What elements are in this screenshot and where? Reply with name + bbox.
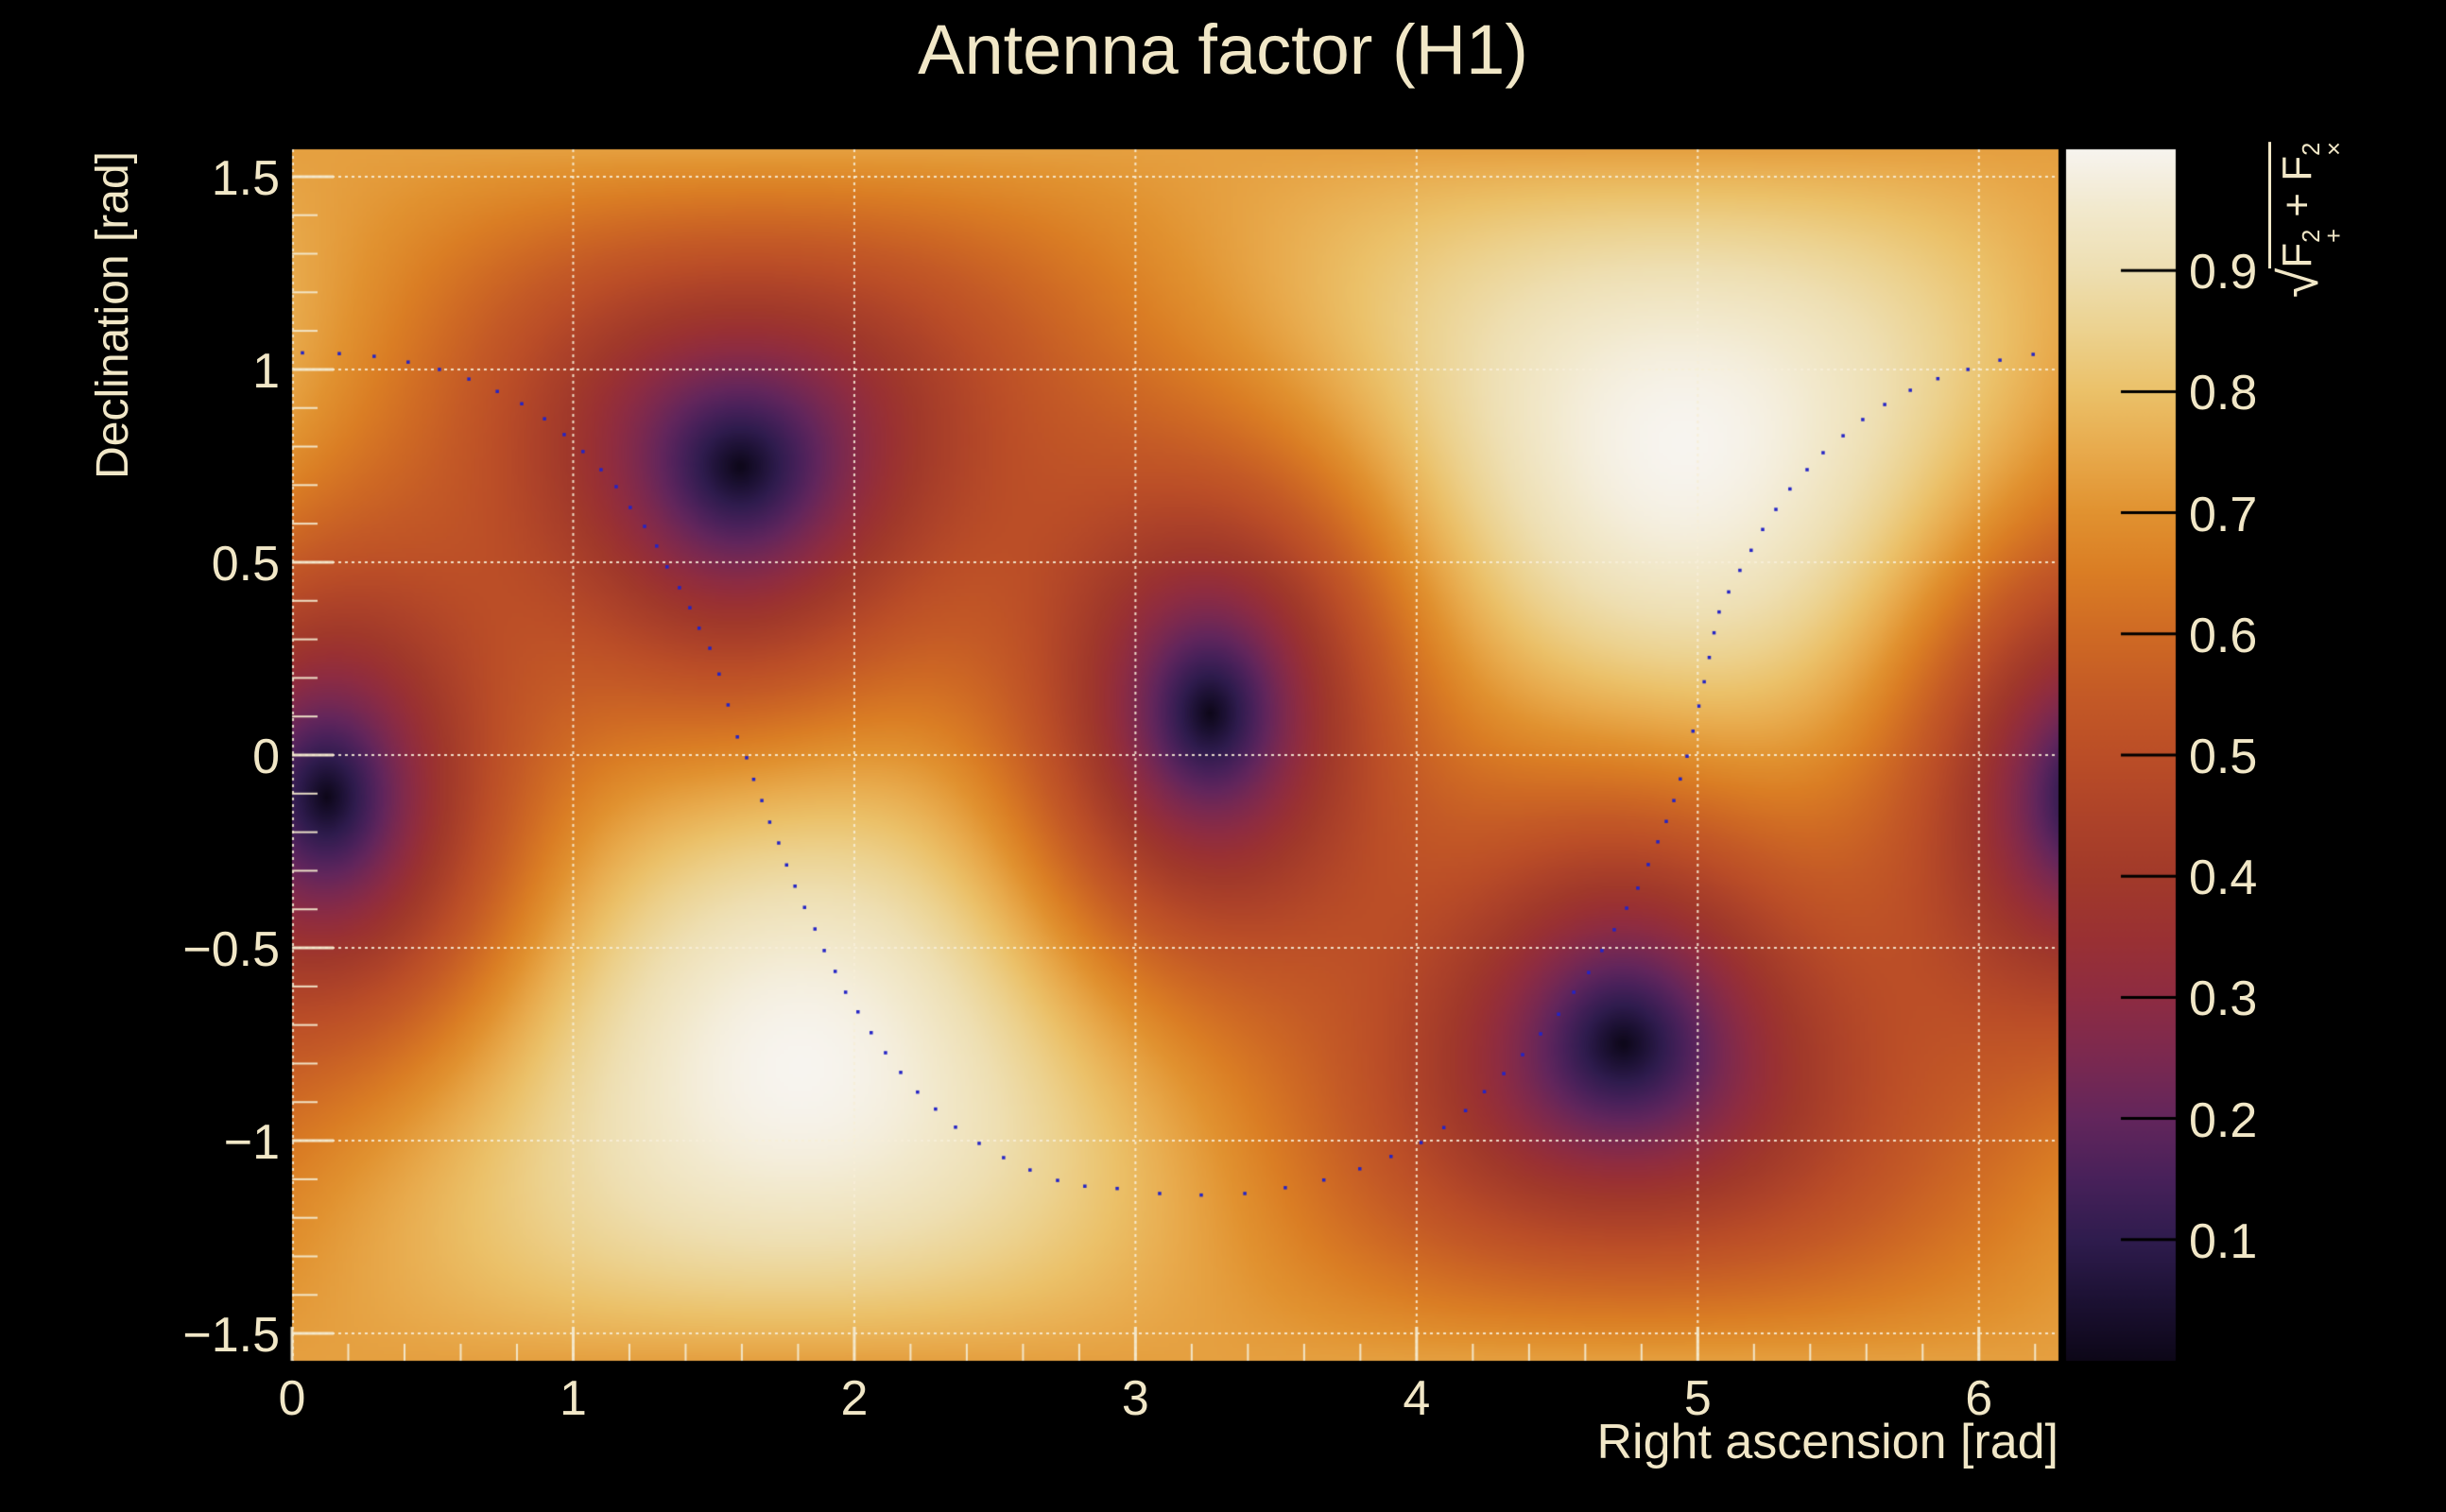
plus-op: + [2274, 180, 2321, 229]
x-tick-label: 3 [1121, 1371, 1149, 1426]
y-tick-label: −1 [223, 1115, 280, 1171]
y-tick-label: 0.5 [211, 536, 280, 592]
colorbar-tick-label: 0.5 [2189, 730, 2258, 784]
colorbar-tick-label: 0.2 [2189, 1092, 2258, 1148]
colorbar-tick-label: 0.1 [2189, 1213, 2258, 1269]
colorbar-tick-label: 0.4 [2189, 850, 2258, 906]
x-tick-label: 1 [559, 1371, 587, 1426]
fplus-sub: + [2320, 228, 2348, 243]
y-tick-label: 1.5 [211, 150, 280, 206]
fcross-base: F [2274, 155, 2321, 181]
y-tick-label: 1 [252, 343, 280, 399]
x-tick-label: 0 [278, 1371, 306, 1426]
colorbar-tick-label: 0.9 [2189, 245, 2258, 301]
x-tick-label: 4 [1403, 1371, 1431, 1426]
colorbar-tick-label: 0.3 [2189, 971, 2258, 1027]
page-title: Antenna factor (H1) [918, 10, 1528, 89]
x-tick-label: 2 [840, 1371, 869, 1426]
colorbar-tick-label: 0.6 [2189, 608, 2258, 663]
x-tick-label: 6 [1965, 1371, 1993, 1426]
colorbar-tick-label: 0.8 [2189, 366, 2258, 421]
x-tick-label: 5 [1683, 1371, 1712, 1426]
fcross-sup: 2 [2299, 142, 2326, 156]
y-tick-label: −1.5 [182, 1308, 280, 1364]
fcross-sub: × [2320, 142, 2348, 156]
x-axis-title: Right ascension [rad] [1596, 1415, 2059, 1469]
colorbar-tick-label: 0.7 [2189, 487, 2258, 542]
y-tick-label: −0.5 [182, 922, 280, 978]
y-tick-label: 0 [252, 730, 280, 784]
fplus-sup: 2 [2299, 229, 2326, 243]
